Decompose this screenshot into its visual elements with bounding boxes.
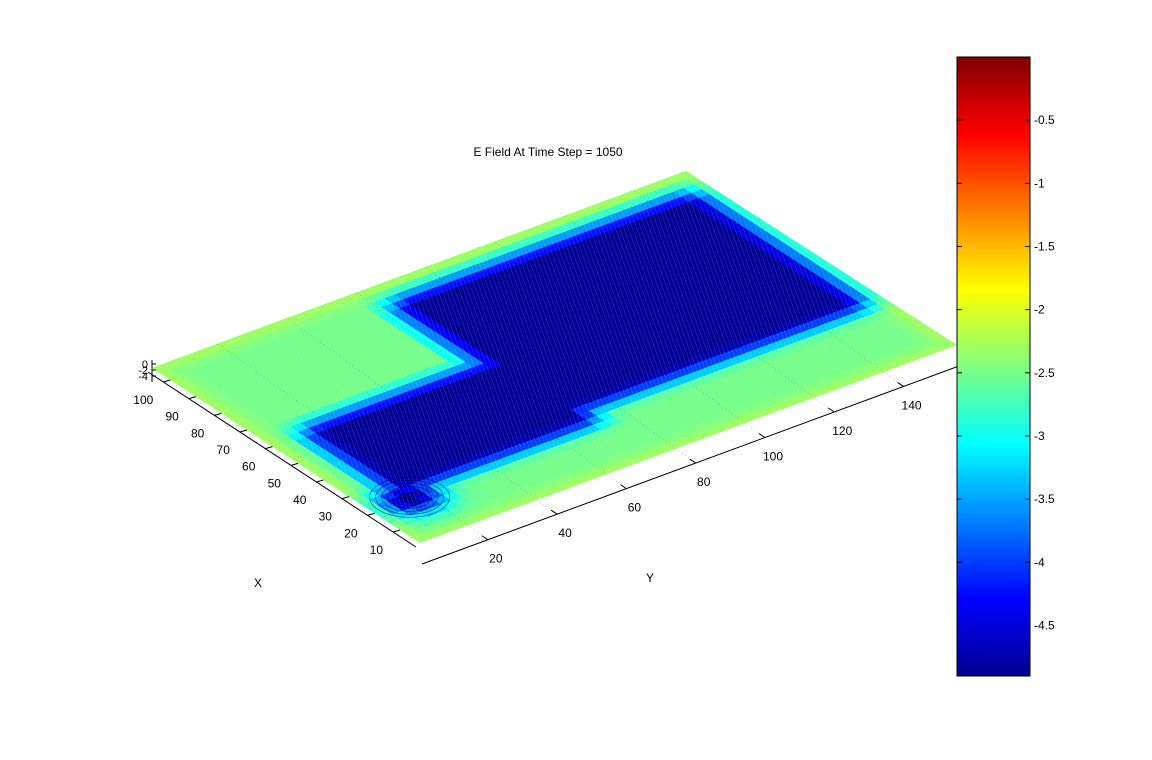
dip-mesh-ring xyxy=(369,476,450,518)
x-tick-label: 20 xyxy=(344,526,358,540)
colorbar-tick-label: -2 xyxy=(1034,303,1045,317)
dip-mesh-ring xyxy=(381,482,438,512)
y-tick-mark xyxy=(758,433,766,438)
x-tick-mark xyxy=(316,479,324,483)
x-tick-mark xyxy=(239,429,248,433)
dip-mesh-ring xyxy=(399,491,420,503)
x-tick-mark xyxy=(188,396,196,400)
y-tick-label: 80 xyxy=(697,475,711,489)
x-tick-mark xyxy=(290,462,299,466)
y-tick-label: 140 xyxy=(902,398,922,412)
x-tick-mark xyxy=(367,512,375,516)
x-tick-mark xyxy=(214,412,222,416)
axis-ticks: 20 40 60 80 100 120 140 10 20 30 40 50 60 70 80 90 100 0-… xyxy=(133,190,922,566)
x-tick-label: 80 xyxy=(191,426,205,440)
y-tick-mark xyxy=(481,535,489,541)
y-tick-label: 60 xyxy=(628,501,642,515)
colorbar-tick-label: -0.5 xyxy=(1034,113,1055,127)
dip-mesh-ring xyxy=(387,485,432,509)
z-tick-label: -4 xyxy=(138,371,148,383)
y-axis-line xyxy=(421,365,960,565)
y-tick-mark xyxy=(897,382,904,387)
x-axis-label: X xyxy=(254,576,262,590)
colorbar-tick-label: -2.5 xyxy=(1034,366,1055,380)
plot-area: 20 40 60 80 100 120 140 10 20 30 40 50 60 70 80 90 100 0-… xyxy=(133,167,960,566)
x-tick-label: 70 xyxy=(217,443,231,457)
y-tick-label: 120 xyxy=(832,424,852,438)
y-tick-label: 40 xyxy=(558,526,572,540)
colorbar-gradient xyxy=(956,56,1031,677)
y-axis-label: Y xyxy=(646,571,654,585)
y-tick-mark xyxy=(689,458,696,464)
colorbar-tick-label: -3 xyxy=(1034,429,1045,443)
dip-mesh-ring xyxy=(375,479,444,515)
surface-mesh xyxy=(152,167,957,543)
dip-mesh-ring xyxy=(393,488,426,506)
z-tick-label: 0 xyxy=(142,359,148,371)
y-tick-mark xyxy=(828,407,835,413)
y-tick-label: 100 xyxy=(763,450,783,464)
x-tick-mark xyxy=(341,496,350,500)
colorbar-tick-label: -4 xyxy=(1034,555,1045,569)
x-tick-mark xyxy=(265,446,273,450)
x-tick-label: 50 xyxy=(268,476,282,490)
colorbar-tick-label: -1.5 xyxy=(1034,239,1055,253)
x-axis-line xyxy=(147,371,417,548)
mesh-overlay xyxy=(152,167,957,543)
y-tick-label: 20 xyxy=(489,552,503,566)
x-tick-mark xyxy=(392,529,401,533)
y-tick-mark xyxy=(620,484,627,490)
x-tick-mark xyxy=(163,379,171,383)
x-tick-label: 40 xyxy=(293,493,307,507)
x-tick-label: 60 xyxy=(242,460,256,474)
colorbar-tick-label: -1 xyxy=(1034,176,1045,190)
z-tick-label: -2 xyxy=(138,365,148,377)
colorbar: -0.5 -1 -1.5 -2 -2.5 -3 -3.5 -4 -4.5 xyxy=(956,56,1055,677)
x-tick-label: 30 xyxy=(319,510,333,524)
colorbar-tick-label: -4.5 xyxy=(1034,618,1055,632)
x-tick-label: 100 xyxy=(133,393,153,407)
x-tick-label: 10 xyxy=(370,543,384,557)
x-tick-label: 90 xyxy=(165,410,179,424)
y-tick-mark xyxy=(550,509,558,515)
colorbar-ticks: -0.5 -1 -1.5 -2 -2.5 -3 -3.5 -4 -4.5 xyxy=(957,113,1055,632)
chart-title: E Field At Time Step = 1050 xyxy=(473,145,622,159)
colorbar-tick-label: -3.5 xyxy=(1034,492,1055,506)
